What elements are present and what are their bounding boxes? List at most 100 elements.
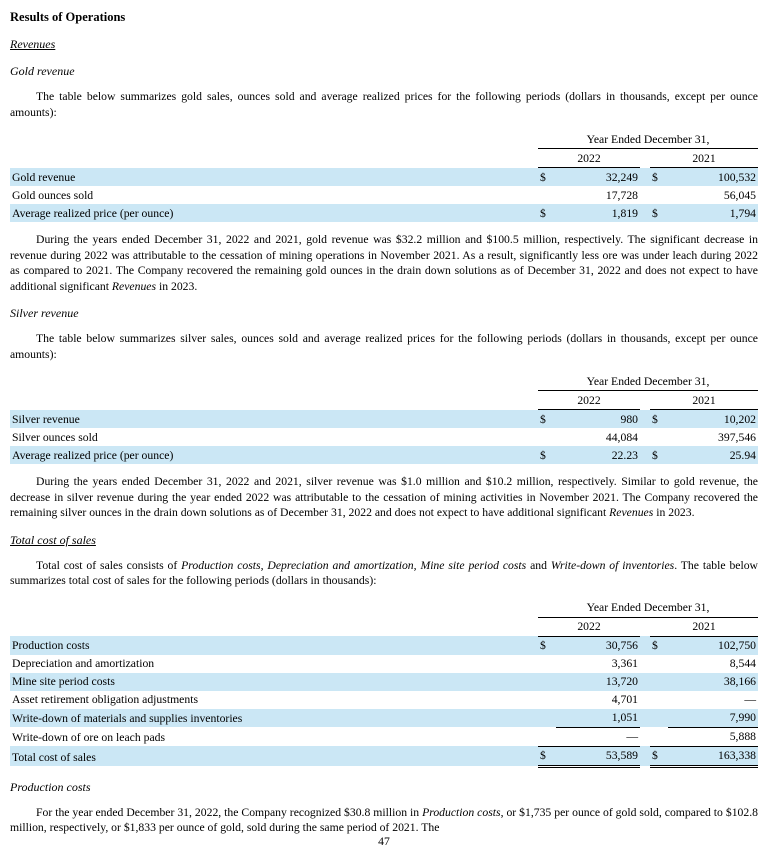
dollar-sign [650, 186, 668, 204]
spacer [640, 149, 650, 168]
column-header-2021: 2021 [650, 148, 758, 168]
row-label: Average realized price (per ounce) [10, 204, 538, 222]
dollar-sign: $ [650, 409, 668, 428]
dollar-sign: $ [650, 446, 668, 464]
value-2022: 17,728 [605, 188, 638, 202]
table-period-header-row: Year Ended December 31, [10, 598, 758, 618]
value-2021: 5,888 [668, 727, 758, 747]
dollar-sign [650, 655, 668, 673]
italic-term: Write-down of inventories [550, 558, 675, 572]
row-label: Production costs [10, 636, 538, 655]
paragraph-text: . The table below summarizes total cost … [10, 558, 759, 588]
subheading-gold-revenue: Gold revenue [10, 64, 75, 78]
spacer [640, 691, 650, 709]
subheading-total-cost-of-sales: Total cost of sales [10, 532, 96, 547]
table-row: Write-down of ore on leach pads — 5,888 [10, 727, 758, 747]
row-label: Total cost of sales [10, 746, 538, 766]
row-label: Gold ounces sold [12, 188, 94, 202]
spacer [640, 428, 650, 446]
table-row: Silver revenue $ 980 $ 10,202 [10, 409, 758, 428]
value-2021: 100,532 [668, 167, 758, 186]
spacer [640, 167, 650, 186]
dollar-sign: $ [538, 409, 556, 428]
paragraph-text: in 2023. [156, 279, 198, 293]
column-header-2021: 2021 [650, 390, 758, 410]
value-2022: 1,051 [556, 708, 640, 728]
value-2022: 32,249 [556, 167, 640, 186]
spacer [640, 708, 650, 727]
silver-discussion-paragraph: During the years ended December 31, 2022… [10, 474, 758, 521]
value-2022: 44,084 [605, 430, 638, 444]
dollar-sign: $ [650, 204, 668, 222]
table-column-header-row: 2022 2021 [10, 617, 758, 637]
value-2022: 30,756 [556, 636, 640, 655]
table-total-row: Total cost of sales $ 53,589 $ 163,338 [10, 745, 758, 768]
dollar-sign: $ [650, 745, 668, 768]
dollar-sign [538, 691, 556, 709]
tcos-intro-paragraph: Total cost of sales consists of Producti… [10, 558, 758, 589]
value-2022: 3,361 [611, 657, 638, 670]
value-2022: 22.23 [556, 446, 640, 464]
table-period-header-row: Year Ended December 31, [10, 130, 758, 149]
dollar-sign [538, 672, 556, 691]
total-cost-of-sales-table: Year Ended December 31, 2022 2021 Produc… [10, 598, 758, 768]
value-2021: 38,166 [668, 672, 758, 691]
paragraph-text: For the year ended December 31, 2022, th… [36, 805, 423, 819]
value-2022: 13,720 [556, 672, 640, 691]
dollar-sign: $ [538, 204, 556, 222]
column-header-2021: 2021 [650, 617, 758, 637]
italic-term: Revenues [609, 506, 654, 519]
dollar-sign [538, 708, 556, 727]
table-row: Asset retirement obligation adjustments … [10, 691, 758, 709]
paragraph-text: During the years ended December 31, 2022… [10, 233, 758, 293]
italic-term: Production costs [422, 805, 501, 819]
table-row: Depreciation and amortization 3,361 8,54… [10, 655, 758, 673]
row-label: Write-down of ore on leach pads [12, 730, 166, 744]
paragraph-text: During the years ended December 31, 2022… [10, 475, 758, 519]
dollar-sign [538, 186, 556, 204]
row-label: Depreciation and amortization [12, 657, 155, 670]
value-2021: — [744, 693, 756, 706]
paragraph-text: in 2023. [653, 506, 695, 519]
value-2022: 53,589 [556, 745, 640, 768]
dollar-sign [650, 727, 668, 746]
row-label: Mine site period costs [10, 672, 538, 691]
period-header: Year Ended December 31, [538, 130, 758, 149]
value-2022: 980 [556, 409, 640, 428]
spacer [640, 409, 650, 428]
dollar-sign: $ [650, 636, 668, 655]
value-2021: 102,750 [668, 636, 758, 655]
subheading-revenues: Revenues [10, 37, 56, 51]
dollar-sign [650, 708, 668, 727]
spacer [640, 636, 650, 655]
value-2022: 4,701 [611, 693, 638, 706]
production-discussion-paragraph: For the year ended December 31, 2022, th… [10, 805, 758, 836]
row-label: Silver revenue [10, 409, 538, 428]
table-row: Gold revenue $ 32,249 $ 100,532 [10, 167, 758, 186]
row-label: Gold revenue [10, 167, 538, 186]
value-2021: 397,546 [718, 430, 756, 444]
value-2021: 10,202 [668, 409, 758, 428]
period-header: Year Ended December 31, [538, 372, 758, 391]
dollar-sign: $ [538, 636, 556, 655]
value-2022: — [556, 727, 640, 747]
dollar-sign [650, 672, 668, 691]
gold-intro-paragraph: The table below summarizes gold sales, o… [10, 90, 758, 119]
gold-discussion-paragraph: During the years ended December 31, 2022… [10, 232, 758, 294]
table-row: Gold ounces sold 17,728 56,045 [10, 186, 758, 204]
spacer [640, 617, 650, 636]
dollar-sign: $ [538, 446, 556, 464]
table-row: Production costs $ 30,756 $ 102,750 [10, 636, 758, 655]
spacer [640, 746, 650, 766]
spacer [640, 186, 650, 204]
italic-term: Revenues [111, 279, 157, 293]
dollar-sign [650, 428, 668, 446]
value-2021: 56,045 [723, 188, 756, 202]
silver-revenue-table: Year Ended December 31, 2022 2021 Silver… [10, 372, 758, 464]
dollar-sign: $ [538, 745, 556, 768]
value-2021: 25.94 [668, 446, 758, 464]
table-row: Average realized price (per ounce) $ 22.… [10, 446, 758, 464]
spacer [640, 655, 650, 673]
period-header: Year Ended December 31, [538, 598, 758, 618]
table-period-header-row: Year Ended December 31, [10, 372, 758, 391]
